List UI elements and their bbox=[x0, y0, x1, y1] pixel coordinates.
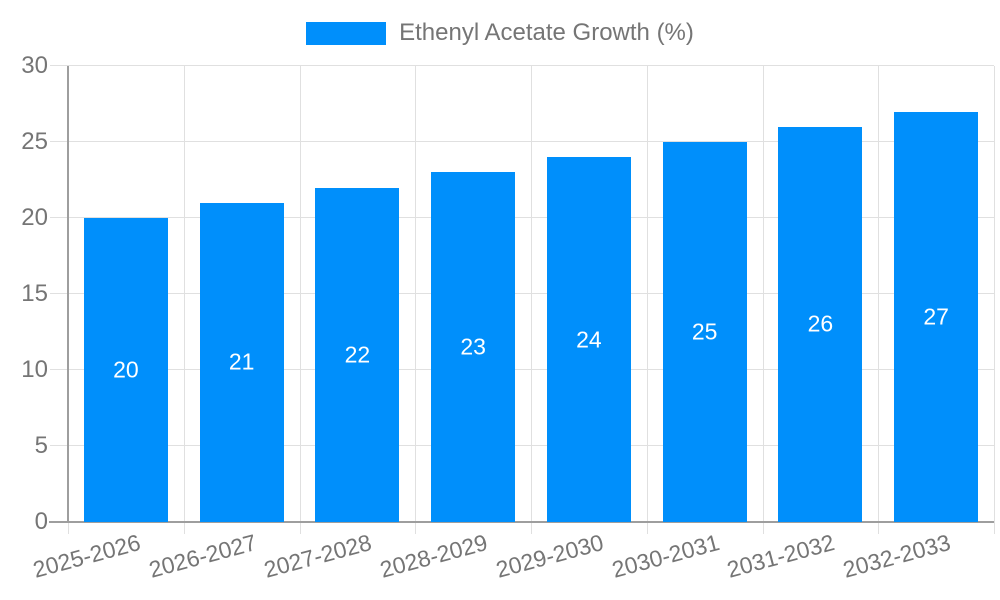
y-axis-tick-label: 25 bbox=[21, 128, 48, 155]
gridline-horizontal bbox=[50, 293, 994, 294]
y-axis-tick-label: 5 bbox=[34, 432, 48, 460]
x-axis-tick-label: 2025-2026 bbox=[30, 529, 144, 583]
gridline-vertical bbox=[299, 66, 301, 534]
gridline-horizontal bbox=[50, 369, 994, 371]
gridline-horizontal bbox=[50, 445, 994, 447]
y-axis-line bbox=[67, 66, 69, 522]
x-axis-line bbox=[49, 521, 994, 523]
x-axis-tick-label: 2027-2028 bbox=[261, 529, 375, 583]
y-axis-tick-label: 10 bbox=[21, 356, 48, 384]
bar[interactable]: 27 bbox=[894, 111, 979, 522]
gridline-horizontal bbox=[50, 217, 994, 219]
gridline-vertical bbox=[415, 66, 417, 534]
bar[interactable]: 20 bbox=[83, 218, 168, 522]
bar-value-label: 20 bbox=[113, 356, 139, 383]
gridline-vertical bbox=[762, 66, 764, 534]
bar-value-label: 21 bbox=[228, 348, 255, 375]
x-axis-tick-label: 2029-2030 bbox=[493, 529, 607, 583]
legend-label: Ethenyl Acetate Growth (%) bbox=[399, 19, 694, 46]
y-axis-tick-label: 0 bbox=[34, 508, 48, 535]
bar-value-label: 27 bbox=[923, 303, 949, 330]
gridline-vertical bbox=[183, 66, 185, 534]
bar[interactable]: 22 bbox=[315, 187, 400, 522]
bar-value-label: 24 bbox=[576, 326, 602, 353]
bar[interactable]: 23 bbox=[431, 172, 516, 522]
x-axis-tick-label: 2032-2033 bbox=[840, 529, 954, 583]
legend[interactable]: Ethenyl Acetate Growth (%) bbox=[0, 19, 1000, 47]
bar[interactable]: 25 bbox=[662, 142, 747, 522]
gridline-horizontal bbox=[50, 65, 994, 66]
bar[interactable]: 26 bbox=[778, 126, 863, 522]
x-axis-tick-label: 2031-2032 bbox=[724, 529, 838, 583]
x-axis-tick-label: 2030-2031 bbox=[608, 529, 722, 583]
gridline-vertical bbox=[878, 66, 880, 534]
gridline-vertical bbox=[531, 66, 532, 534]
gridline-vertical bbox=[646, 66, 648, 534]
y-axis-tick-label: 20 bbox=[21, 204, 48, 232]
x-axis-tick-label: 2026-2027 bbox=[145, 529, 259, 583]
legend-swatch-icon bbox=[306, 21, 387, 45]
gridline-vertical bbox=[994, 66, 995, 534]
bar-value-label: 23 bbox=[460, 333, 486, 360]
bar-value-label: 26 bbox=[807, 310, 834, 337]
y-axis-tick-label: 30 bbox=[21, 52, 48, 79]
bar[interactable]: 24 bbox=[546, 157, 631, 522]
bar-value-label: 22 bbox=[344, 341, 371, 368]
bar-value-label: 25 bbox=[691, 318, 718, 345]
plot-area: 0 5 10 15 20 25 30 20 2025-2026 21 2026-2027 22 2027… bbox=[21, 54, 995, 583]
y-axis-tick-label: 15 bbox=[21, 280, 48, 307]
gridline-horizontal bbox=[50, 141, 994, 142]
x-axis-tick-label: 2028-2029 bbox=[377, 529, 491, 583]
bar[interactable]: 21 bbox=[199, 202, 284, 522]
